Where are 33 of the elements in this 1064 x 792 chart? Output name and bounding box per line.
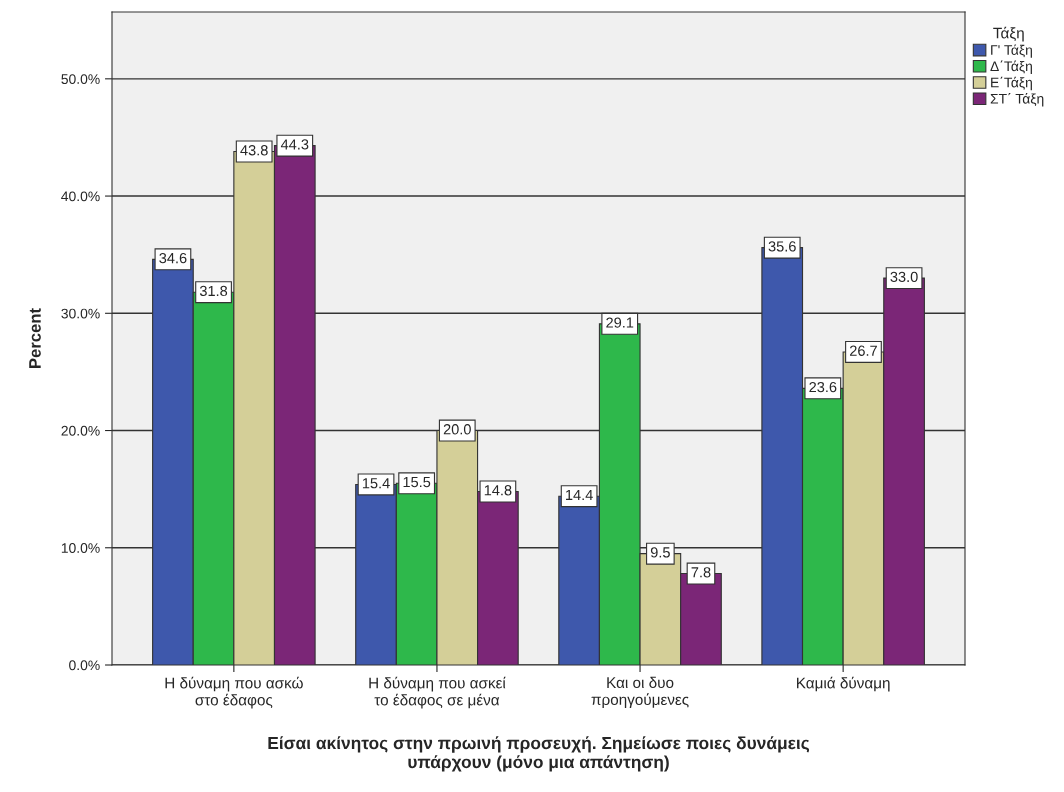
legend-title: Τάξη: [993, 26, 1024, 42]
data-label: 14.8: [484, 485, 512, 496]
data-label: 7.8: [691, 567, 711, 578]
y-tick-label: 20.0%: [61, 425, 100, 436]
y-tick-label: 10.0%: [61, 543, 100, 553]
data-label: 9.5: [650, 547, 670, 558]
data-label: 26.7: [850, 345, 877, 356]
data-label: 14.4: [566, 489, 593, 500]
data-label: 23.6: [809, 381, 837, 393]
data-label: 33.0: [890, 271, 918, 283]
data-label: 15.4: [362, 478, 390, 489]
x-tick-label: Η δύναμη που ασκεί το έδαφος σε μένα: [369, 676, 506, 709]
data-label: 35.6: [768, 241, 796, 252]
data-label: 34.6: [159, 252, 187, 264]
data-label: 44.3: [280, 139, 309, 150]
x-tick-label: Και οι δυο προηγούμενες: [591, 676, 689, 709]
legend-label: Ε΄Τάξη: [991, 76, 1032, 91]
y-tick-label: 50.0%: [61, 74, 100, 84]
x-axis-title: Είσαι ακίνητος στην πρωινή προσευχή. Σημείωσε ποιες δυνάμεις υπάρχουν (μόνο μια απάντηση): [268, 736, 810, 772]
y-tick-label: 40.0%: [61, 191, 100, 202]
data-label: 31.8: [199, 285, 228, 297]
y-tick-label: 30.0%: [61, 308, 100, 319]
legend-label: Γ' Τάξη: [991, 44, 1032, 58]
x-tick-label: Η δύναμη που ασκώ στο έδαφος: [165, 676, 303, 709]
y-axis-title: Percent: [29, 308, 41, 368]
x-tick-label: Καμιά δύναμη: [797, 676, 890, 692]
data-label: 20.0: [443, 424, 471, 435]
data-label: 29.1: [606, 317, 634, 328]
legend-label: Δ΄Τάξη: [990, 60, 1032, 74]
legend-label: ΣΤ΄ Τάξη: [990, 93, 1044, 107]
data-label: 15.5: [403, 477, 431, 488]
y-tick-label: 0.0%: [69, 660, 100, 671]
data-label: 43.8: [240, 145, 268, 156]
